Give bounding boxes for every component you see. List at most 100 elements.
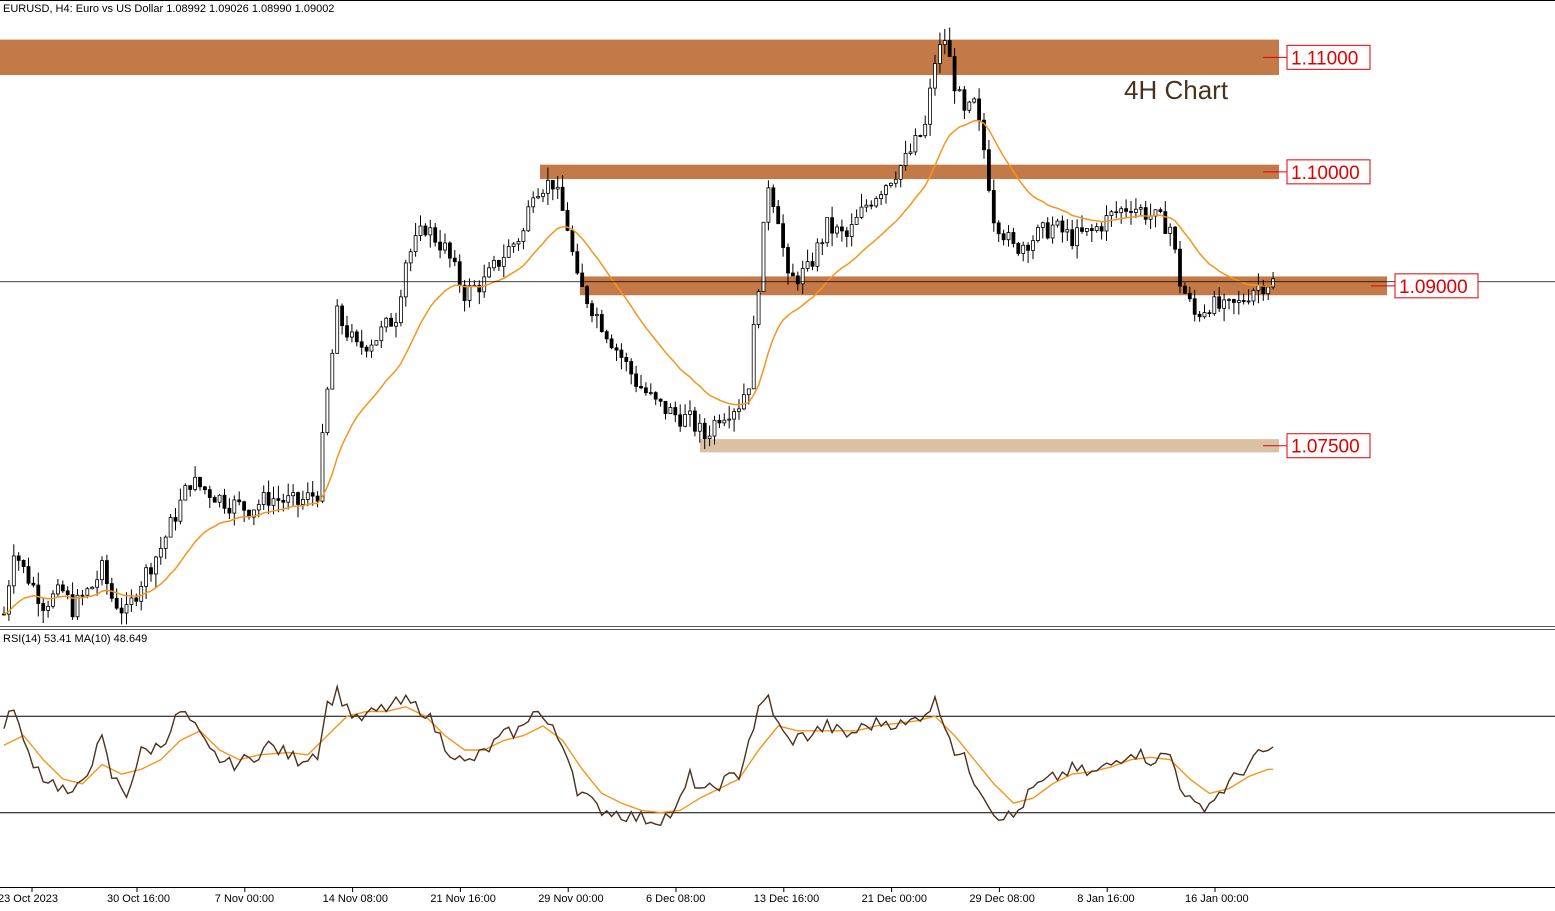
candle-body <box>1207 312 1212 315</box>
candle-body <box>996 222 1001 235</box>
candle-body <box>85 588 90 596</box>
candle-body <box>639 386 643 389</box>
level-label-2: 1.09000 <box>1399 277 1468 298</box>
candle-body <box>717 419 722 424</box>
level-label-box-3 <box>1286 433 1371 459</box>
x-tick-label: 29 Dec 08:00 <box>969 893 1034 905</box>
candle-body <box>737 408 741 412</box>
candle-body <box>26 566 31 584</box>
candle-body <box>359 341 364 348</box>
candle-body <box>1266 286 1271 295</box>
candle-body <box>1246 300 1251 303</box>
candle-body <box>447 242 452 259</box>
candle-body <box>408 251 413 264</box>
candle-body <box>874 198 879 207</box>
candle-body <box>893 178 898 184</box>
candle-body <box>21 559 26 567</box>
candle-body <box>1094 226 1099 231</box>
candle-body <box>1197 313 1202 318</box>
candle-body <box>604 331 609 340</box>
candle-body <box>315 495 320 502</box>
candle-body <box>903 153 908 166</box>
candle-body <box>296 492 300 505</box>
x-tick-label: 21 Dec 00:00 <box>862 893 927 905</box>
candle-body <box>908 151 913 154</box>
candle-body <box>786 247 790 274</box>
candle-body <box>1036 227 1040 241</box>
candle-body <box>889 182 893 186</box>
candle-body <box>379 326 384 342</box>
candle-body <box>879 194 883 199</box>
candle-body <box>75 594 80 618</box>
candle-body <box>286 495 291 503</box>
candle-body <box>369 344 374 352</box>
candle-body <box>1006 232 1011 241</box>
candle-body <box>492 259 496 269</box>
candle-body <box>781 223 785 248</box>
candle-body <box>70 594 75 618</box>
candle-body <box>320 432 325 502</box>
candle-body <box>276 498 281 501</box>
candle-body <box>198 476 202 488</box>
candle-body <box>1236 300 1241 303</box>
candle-body <box>389 317 394 327</box>
candle-body <box>805 261 810 269</box>
x-tick-label: 29 Nov 00:00 <box>538 893 603 905</box>
candle-body <box>987 149 991 191</box>
candle-body <box>619 349 624 358</box>
candle-body <box>139 586 144 602</box>
candle-body <box>144 567 149 587</box>
candle-body <box>501 256 506 267</box>
candle-body <box>830 217 834 234</box>
x-tick-label: 21 Nov 16:00 <box>430 893 495 905</box>
candle-body <box>1055 220 1060 226</box>
candle-body <box>683 414 687 427</box>
candle-body <box>31 582 36 586</box>
candle-body <box>795 275 800 285</box>
candle-body <box>305 492 310 500</box>
candle-body <box>90 586 95 590</box>
candle-body <box>60 584 65 592</box>
candle-body <box>546 179 550 194</box>
candle-body <box>1021 244 1026 254</box>
candle-body <box>761 221 766 292</box>
candle-body <box>1251 290 1256 302</box>
candle-body <box>918 135 923 137</box>
candle-body <box>1143 207 1148 220</box>
level-zone-1 <box>540 164 1279 180</box>
candle-body <box>212 497 217 503</box>
candle-body <box>46 605 50 611</box>
candle-body <box>947 40 952 57</box>
candle-body <box>438 241 443 251</box>
candle-body <box>732 411 736 420</box>
candles <box>2 27 1275 625</box>
level-label-box-2 <box>1394 273 1479 299</box>
candle-body <box>869 204 874 207</box>
candle-body <box>232 499 237 514</box>
x-tick-label: 6 Dec 08:00 <box>646 893 705 905</box>
candle-body <box>810 261 815 267</box>
candle-body <box>658 398 663 402</box>
x-tick-label: 30 Oct 16:00 <box>107 893 170 905</box>
candle-body <box>261 492 266 505</box>
candle-body <box>707 435 712 439</box>
x-axis-ticks: 23 Oct 2023 30 Oct 16:00 7 Nov 00:00 14 Nov… <box>0 887 1249 905</box>
candle-body <box>418 225 423 236</box>
candle-body <box>1138 207 1143 210</box>
candle-body <box>413 235 418 253</box>
candle-body <box>100 560 104 581</box>
candle-body <box>560 186 565 211</box>
candle-body <box>16 555 21 561</box>
x-tick-label: 7 Nov 00:00 <box>215 893 274 905</box>
candle-body <box>462 284 467 301</box>
candle-body <box>742 394 746 410</box>
candle-body <box>482 276 487 293</box>
candle-body <box>124 604 129 614</box>
candle-body <box>688 410 692 415</box>
candle-body <box>859 206 864 218</box>
chart-annotation-title: 4H Chart <box>1124 75 1229 105</box>
candle-body <box>516 241 521 245</box>
candle-body <box>1241 300 1246 302</box>
rsi-line <box>3 683 1274 827</box>
candle-body <box>364 346 369 352</box>
